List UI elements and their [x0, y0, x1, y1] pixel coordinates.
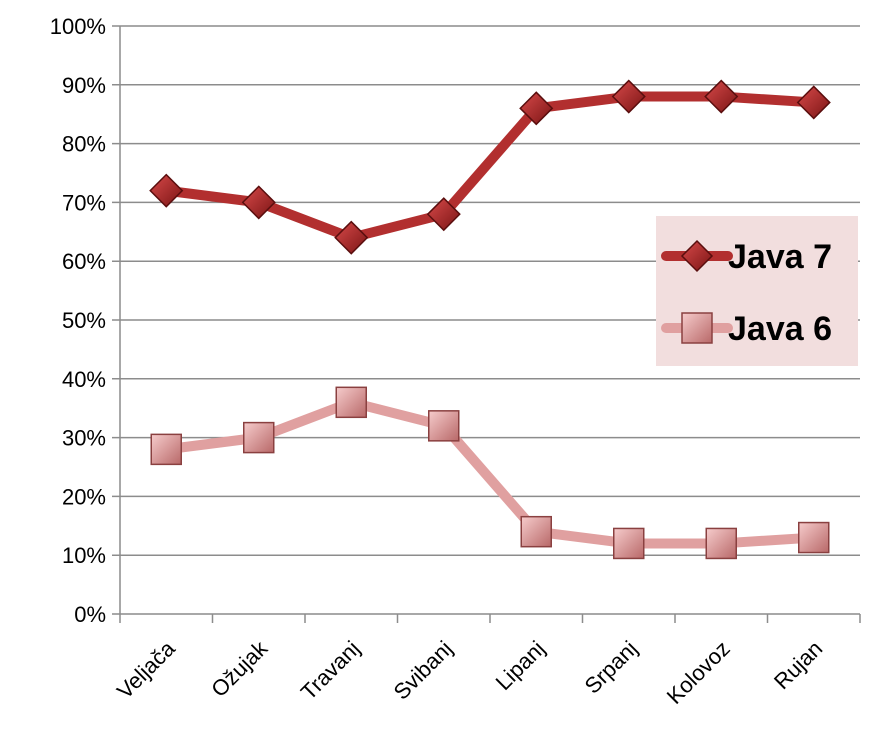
- square-marker: [150, 433, 182, 466]
- square-marker: [613, 527, 645, 560]
- y-tick-label: 70%: [62, 190, 106, 215]
- y-tick-label: 20%: [62, 484, 106, 509]
- y-tick-label: 30%: [62, 426, 106, 451]
- diamond-marker: [704, 79, 739, 114]
- x-tick-label: Veljača: [112, 635, 180, 703]
- legend-item: Java 7: [661, 238, 832, 276]
- gridlines: [112, 25, 860, 615]
- legend: Java 7 Java 6: [656, 216, 858, 366]
- square-marker: [243, 421, 275, 454]
- square-marker: [335, 386, 367, 419]
- diamond-marker: [426, 197, 461, 232]
- series-java-7: [149, 79, 831, 255]
- x-tick-label: Lipanj: [491, 636, 550, 695]
- y-tick-label: 100%: [50, 14, 106, 39]
- square-marker: [798, 521, 830, 554]
- legend-label: Java 7: [728, 238, 832, 276]
- square-marker: [705, 527, 737, 560]
- y-tick-label: 50%: [62, 308, 106, 333]
- x-tick-label: Ožujak: [206, 635, 273, 702]
- diamond-marker: [241, 185, 276, 220]
- diamond-marker: [334, 220, 369, 255]
- y-tick-label: 10%: [62, 543, 106, 568]
- x-tick-label: Rujan: [769, 636, 827, 694]
- y-tick-label: 0%: [74, 602, 106, 627]
- diamond-marker: [149, 173, 184, 208]
- y-tick-label: 80%: [62, 132, 106, 157]
- square-marker: [681, 312, 713, 344]
- y-tick-label: 60%: [62, 249, 106, 274]
- x-tick-label: Travanj: [296, 636, 365, 705]
- x-tick-label: Svibanj: [389, 636, 458, 705]
- x-tick-label: Kolovoz: [662, 636, 735, 709]
- diamond-marker: [519, 91, 554, 126]
- diamond-marker: [680, 239, 714, 273]
- legend-label: Java 6: [728, 310, 832, 348]
- diamond-marker: [611, 79, 646, 114]
- square-marker: [520, 515, 552, 548]
- x-tick-label: Srpanj: [580, 636, 643, 699]
- y-tick-label: 90%: [62, 73, 106, 98]
- square-marker: [428, 410, 460, 442]
- legend-item: Java 6: [661, 310, 832, 348]
- diamond-marker: [796, 85, 831, 120]
- y-tick-label: 40%: [62, 367, 106, 392]
- series-java-6: [150, 386, 830, 560]
- series-group: [149, 79, 831, 560]
